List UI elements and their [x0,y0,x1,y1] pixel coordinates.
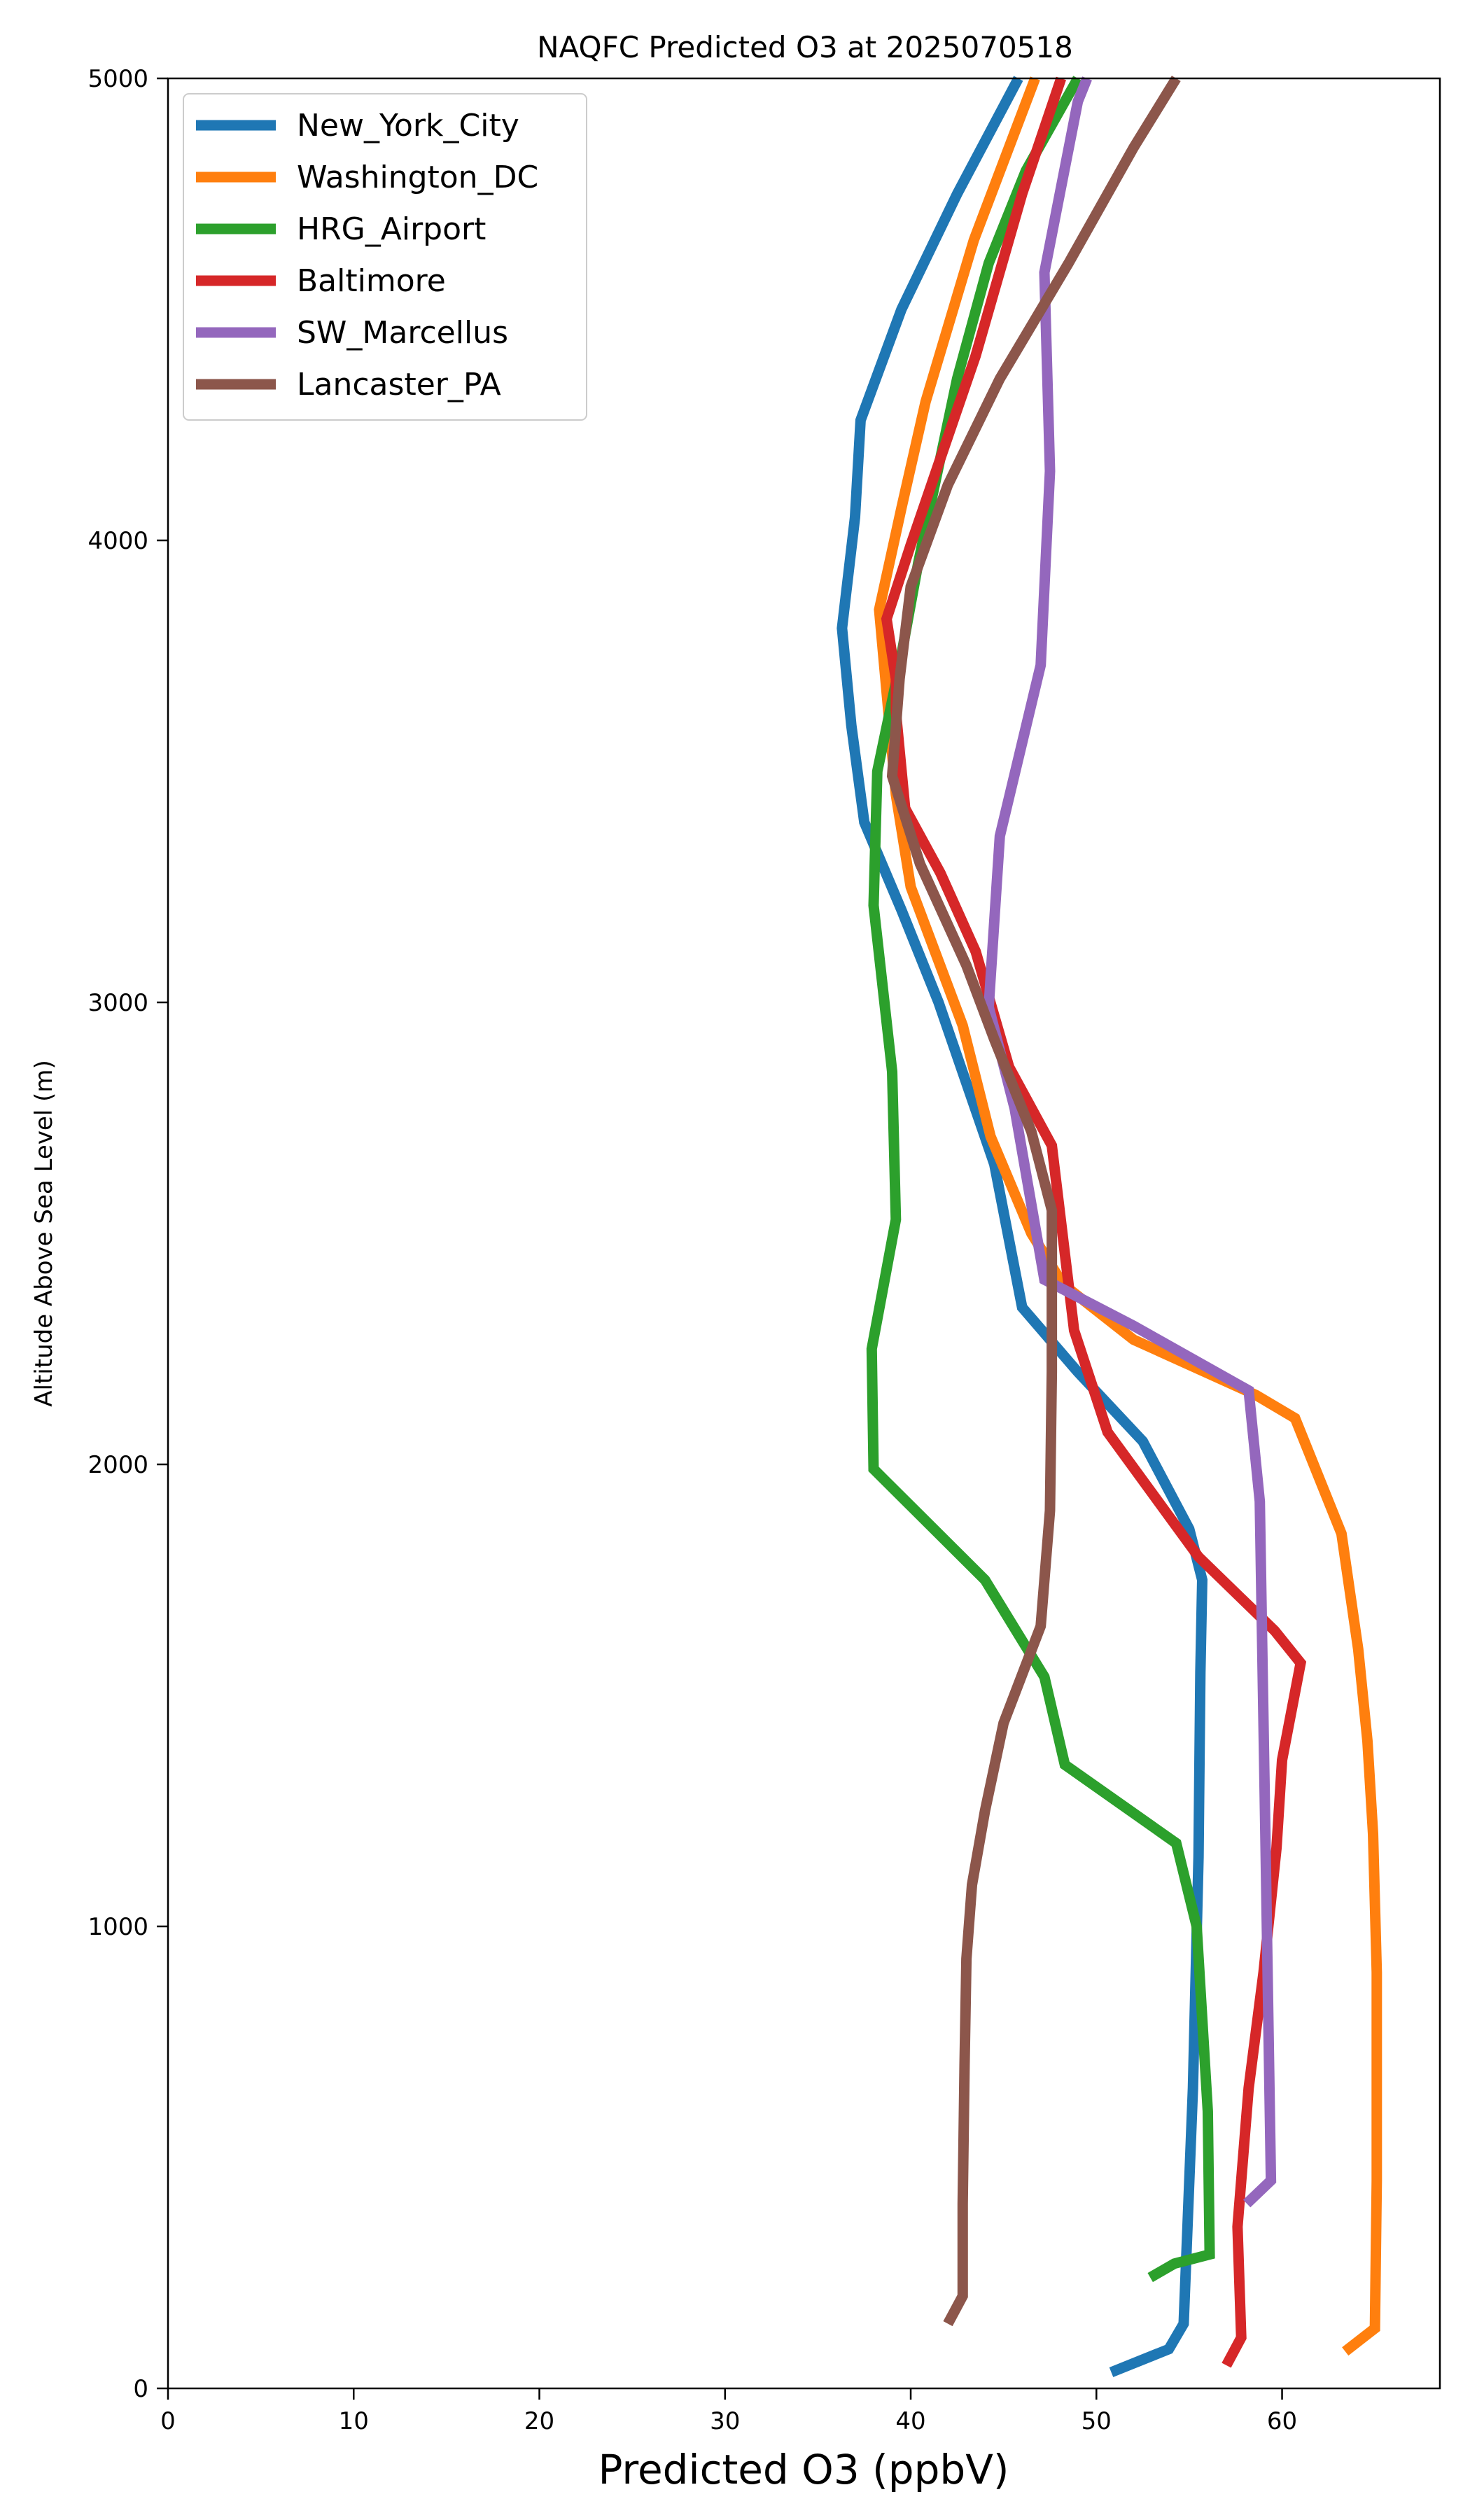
legend-label-lancaster-pa: Lancaster_PA [297,367,501,402]
legend-label-baltimore: Baltimore [297,263,446,299]
series-line-baltimore [881,76,1307,2368]
y-tick-label-4000: 4000 [88,527,148,555]
x-tick-label-30: 30 [710,2407,740,2435]
legend-label-hrg-airport: HRG_Airport [297,211,486,247]
y-tick-label-5000: 5000 [88,65,148,93]
x-tick-label-0: 0 [160,2407,176,2435]
x-tick-label-60: 60 [1267,2407,1297,2435]
series-line-lancaster-pa [886,76,1181,2327]
x-tick-label-40: 40 [895,2407,925,2435]
legend-label-sw-marcellus: SW_Marcellus [297,315,508,351]
y-axis-label: Altitude Above Sea Level (m) [30,1060,58,1407]
legend-box [183,93,587,421]
y-tick-label-2000: 2000 [88,1451,148,1479]
x-axis-ticks: 0 10 20 30 40 50 60 [160,2388,1297,2435]
series-line-sw-marcellus [983,76,1277,2208]
chart-title: NAQFC Predicted O3 at 2025070518 [537,30,1073,64]
x-tick-label-20: 20 [524,2407,554,2435]
y-tick-label-3000: 3000 [88,989,148,1017]
legend-label-washington-dc: Washington_DC [297,160,538,195]
y-axis-ticks: 0 1000 2000 3000 4000 5000 [88,65,168,2403]
legend-label-new-york-city: New_York_City [297,108,519,144]
legend: New_York_City Washington_DC HRG_Airport Bal… [183,93,587,421]
y-tick-label-1000: 1000 [88,1913,148,1941]
series-layer [836,76,1382,2377]
x-axis-label: Predicted O3 (ppbV) [598,2446,1009,2493]
y-tick-label-0: 0 [133,2375,148,2403]
x-tick-label-10: 10 [339,2407,369,2435]
plot-frame [167,77,1441,2390]
x-tick-label-50: 50 [1082,2407,1112,2435]
